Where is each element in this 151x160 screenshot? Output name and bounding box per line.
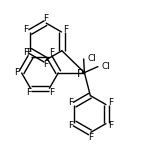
Text: F: F bbox=[63, 25, 68, 34]
Text: F: F bbox=[23, 48, 29, 57]
Text: F: F bbox=[49, 48, 54, 57]
Text: F: F bbox=[88, 133, 93, 142]
Text: F: F bbox=[43, 14, 48, 23]
Text: F: F bbox=[26, 88, 31, 97]
Text: F: F bbox=[14, 68, 19, 77]
Text: F: F bbox=[108, 121, 113, 130]
Text: Cl: Cl bbox=[87, 54, 96, 63]
Text: F: F bbox=[26, 48, 31, 57]
Text: P: P bbox=[77, 69, 84, 79]
Text: F: F bbox=[108, 98, 113, 107]
Text: F: F bbox=[43, 60, 48, 69]
Text: F: F bbox=[68, 98, 73, 107]
Text: F: F bbox=[68, 121, 73, 130]
Text: F: F bbox=[23, 25, 29, 34]
Text: F: F bbox=[49, 88, 54, 97]
Text: Cl: Cl bbox=[101, 62, 110, 71]
